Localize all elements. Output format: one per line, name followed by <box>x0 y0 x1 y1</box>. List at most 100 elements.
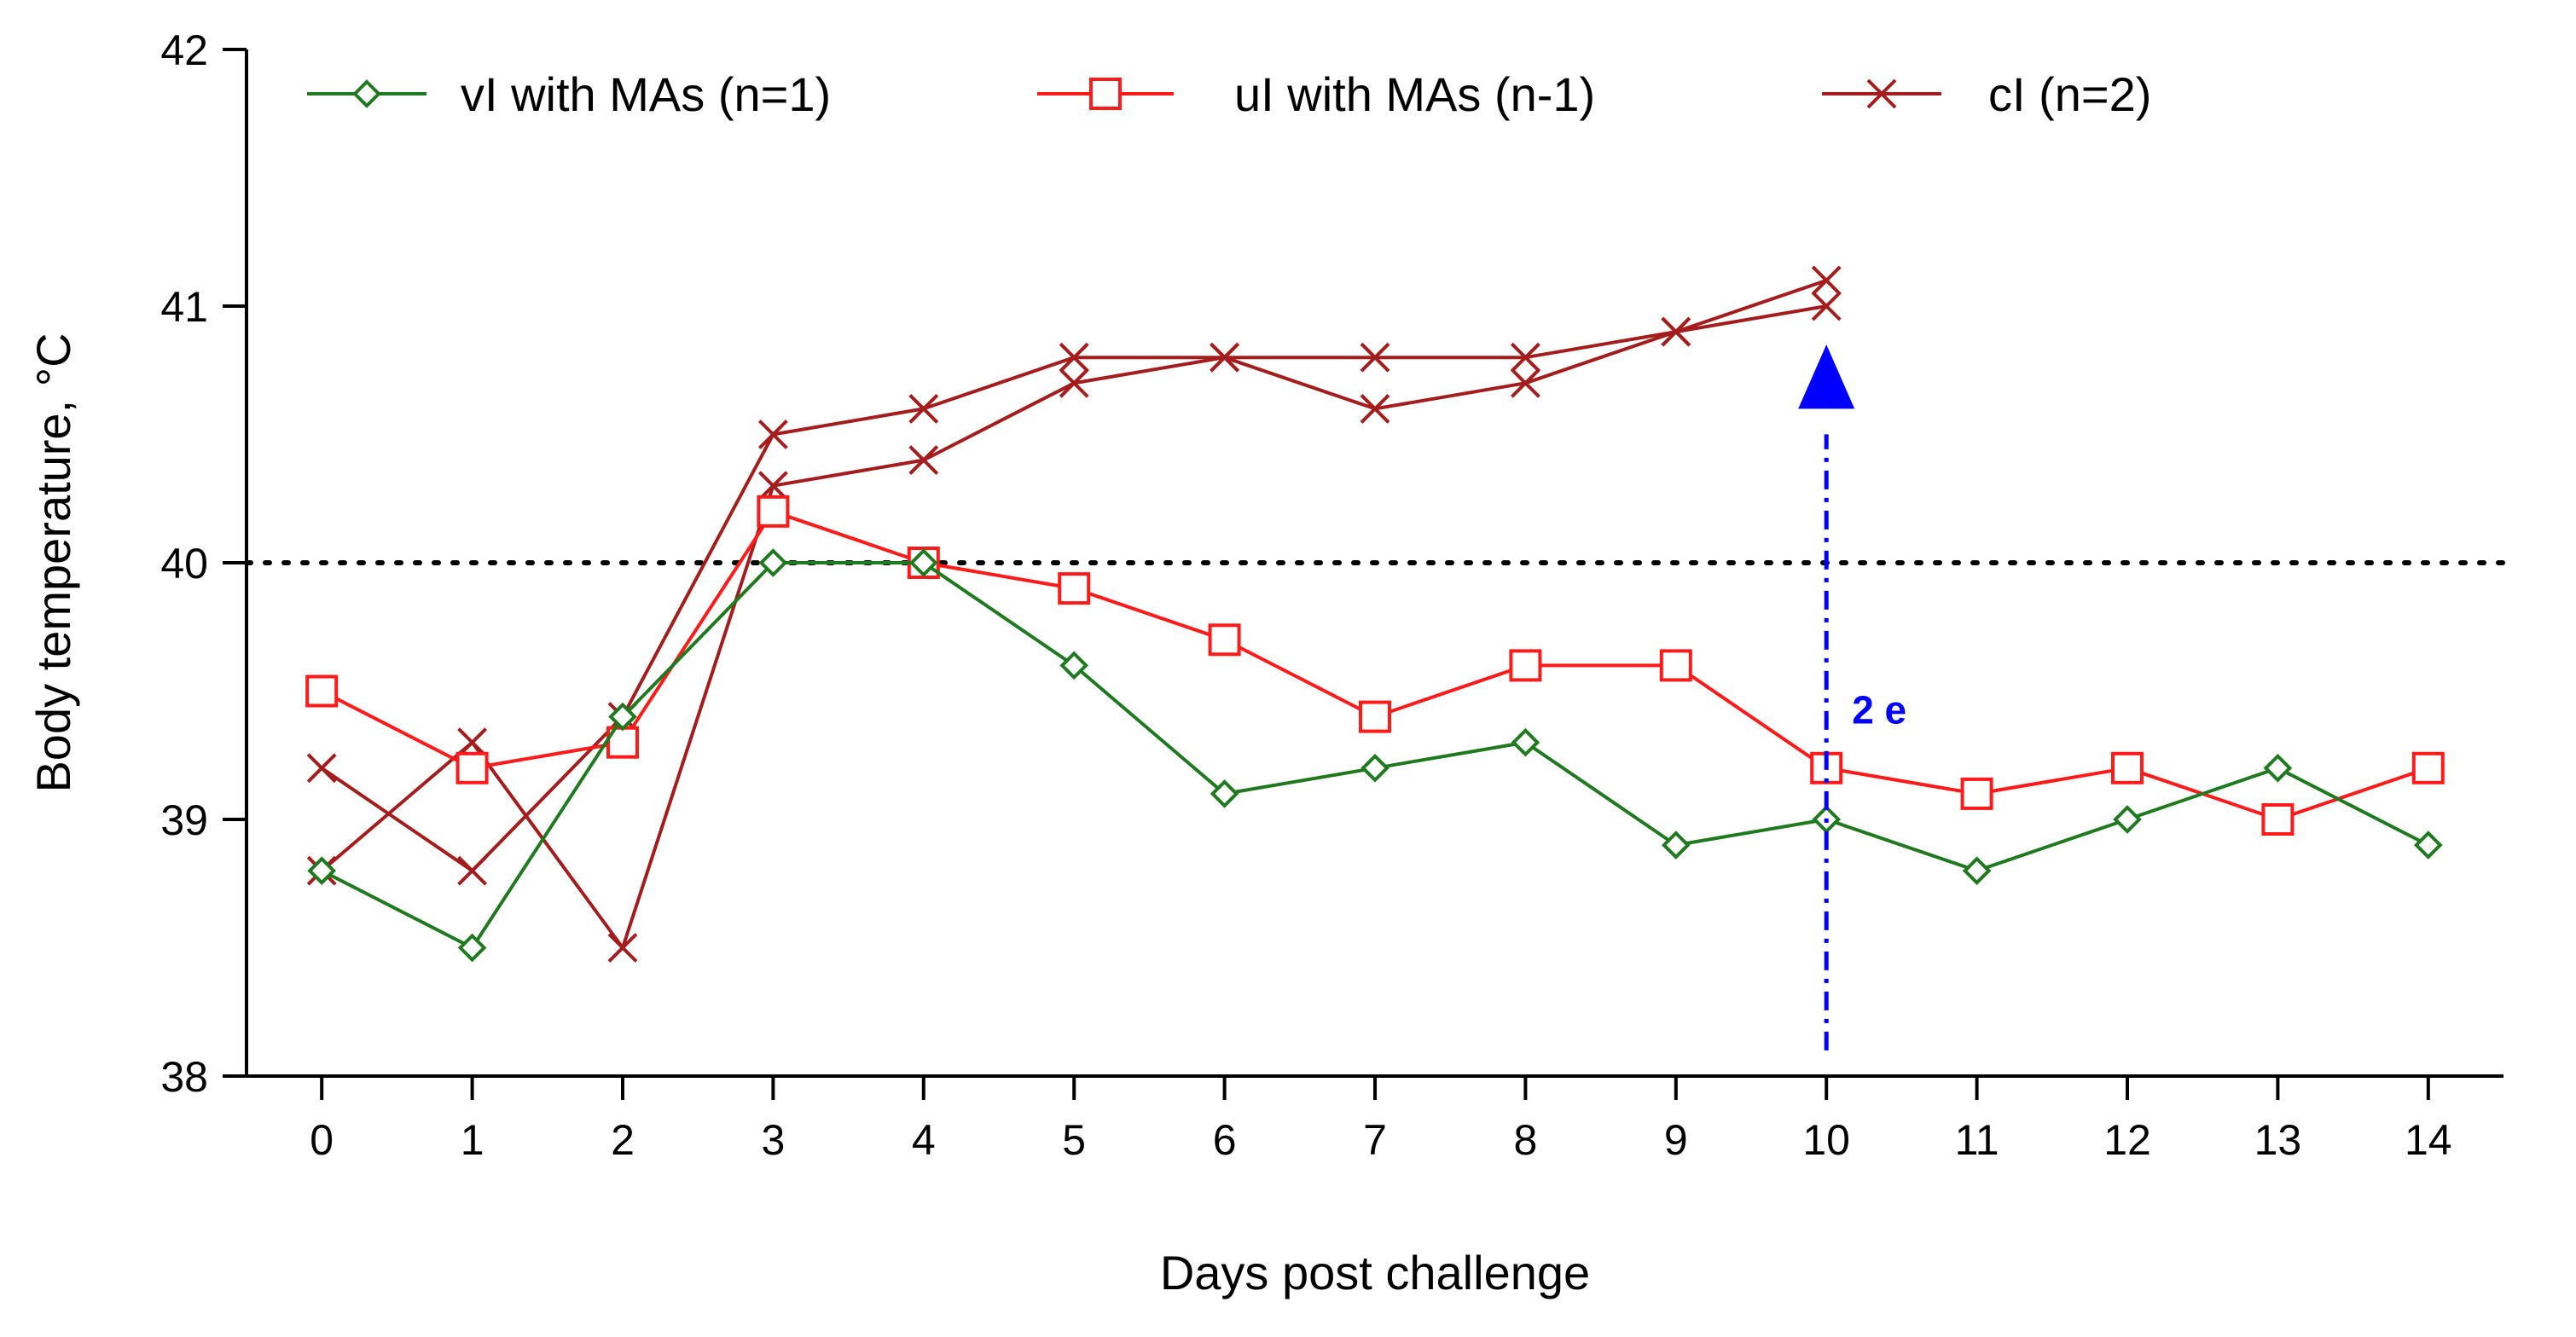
x-axis-title: Days post challenge <box>1160 1246 1590 1299</box>
data-point-x <box>1360 393 1390 424</box>
data-point-x <box>1510 368 1540 398</box>
legend-label: cI (n=2) <box>1988 67 2151 121</box>
x-stroke <box>1510 342 1540 373</box>
data-point-square <box>455 751 489 784</box>
x-stroke <box>1360 393 1390 424</box>
y-tick-label: 38 <box>160 1053 208 1101</box>
data-point-diamond <box>908 548 938 577</box>
series <box>305 265 2445 963</box>
data-point-diamond <box>1511 727 1540 757</box>
x-tick-label: 12 <box>2103 1116 2151 1164</box>
data-point-diamond <box>1361 753 1390 783</box>
data-point-x <box>1811 291 1842 321</box>
x-tick-label: 14 <box>2405 1116 2452 1164</box>
x-tick-label: 3 <box>761 1116 785 1164</box>
x-stroke <box>607 933 638 963</box>
x-stroke <box>757 471 788 501</box>
x-stroke <box>1360 342 1390 373</box>
series-line <box>320 304 1827 950</box>
x-tick-label: 2 <box>611 1116 635 1164</box>
x-stroke <box>1210 342 1240 373</box>
data-point-diamond <box>758 548 788 577</box>
data-point-x <box>457 855 488 886</box>
data-point-square <box>757 495 790 528</box>
x-tick-label: 11 <box>1955 1116 1999 1164</box>
annotation-label: 2 e <box>1852 688 1906 732</box>
x-stroke <box>908 393 939 424</box>
data-point-x <box>1661 316 1691 347</box>
legend-item: uI with MAs (n-1) <box>1037 67 1595 121</box>
data-point-diamond <box>1661 831 1691 860</box>
y-tick-label: 40 <box>160 540 208 587</box>
x-stroke <box>1811 265 1842 296</box>
data-point-x <box>757 420 788 449</box>
x-stroke <box>1510 368 1540 398</box>
y-tick-label: 39 <box>160 796 208 844</box>
legend-label: vI with MAs (n=1) <box>461 67 831 121</box>
x-tick-label: 10 <box>1802 1116 1850 1164</box>
x-stroke <box>757 420 788 449</box>
data-point-x <box>1059 368 1089 398</box>
data-point-square <box>305 674 339 708</box>
x-tick-label: 9 <box>1664 1116 1688 1164</box>
data-point-square <box>1359 700 1391 733</box>
data-point-diamond <box>1962 856 1992 886</box>
y-tick-label: 42 <box>160 26 208 74</box>
x-tick-label: 4 <box>912 1116 936 1164</box>
series-0 <box>307 548 2443 963</box>
data-point-x <box>306 753 337 784</box>
data-point-diamond <box>2113 805 2142 834</box>
legend-item: vI with MAs (n=1) <box>307 67 831 121</box>
x-tick-label: 7 <box>1363 1116 1387 1164</box>
data-point-x <box>1059 342 1089 373</box>
data-point-x <box>1360 342 1390 373</box>
x-stroke <box>1059 368 1089 398</box>
data-point-square <box>1509 649 1542 682</box>
data-point-square <box>2111 751 2144 784</box>
x-stroke <box>1661 316 1691 347</box>
data-point-x <box>908 445 939 476</box>
data-point-diamond <box>307 856 337 886</box>
annotations: 2 e <box>1798 344 1906 1050</box>
data-point-x <box>1510 342 1540 373</box>
x-tick-label: 5 <box>1062 1116 1086 1164</box>
series-1 <box>305 495 2445 836</box>
x-stroke <box>306 753 337 784</box>
data-point-square <box>1960 777 1993 810</box>
x-stroke <box>457 855 488 886</box>
annotation-arrowhead <box>1798 344 1855 409</box>
data-point-diamond <box>1210 779 1239 808</box>
x-stroke <box>908 445 939 476</box>
data-point-square <box>2261 803 2295 836</box>
data-point-diamond <box>608 702 637 732</box>
data-point-x <box>1811 265 1842 296</box>
legend-item: cI (n=2) <box>1822 67 2151 121</box>
x-tick-label: 13 <box>2254 1116 2302 1164</box>
x-tick-label: 1 <box>461 1116 484 1164</box>
x-stroke <box>457 727 488 758</box>
data-point-x <box>457 727 488 758</box>
data-point-square <box>1089 78 1122 110</box>
y-axis-title: Body temperature, °C <box>26 333 80 792</box>
series-3 <box>306 291 1842 963</box>
data-point-x <box>607 933 638 963</box>
legend-label: uI with MAs (n-1) <box>1234 67 1595 121</box>
x-tick-label: 6 <box>1213 1116 1237 1164</box>
data-point-diamond <box>457 933 487 963</box>
x-stroke <box>1811 291 1842 321</box>
data-point-x <box>1210 342 1240 373</box>
data-point-square <box>1208 623 1241 657</box>
x-tick-label: 0 <box>310 1116 334 1164</box>
data-point-x <box>757 471 788 501</box>
x-tick-label: 8 <box>1513 1116 1537 1164</box>
data-point-square <box>1659 649 1692 682</box>
data-point-square <box>1058 572 1091 605</box>
x-stroke <box>1059 342 1089 373</box>
data-point-diamond <box>1059 651 1089 680</box>
legend: vI with MAs (n=1) uI with MAs (n-1) cI (n=… <box>307 67 2151 121</box>
y-tick-label: 41 <box>160 283 208 331</box>
data-point-diamond <box>352 79 381 108</box>
data-point-diamond <box>2413 831 2443 860</box>
